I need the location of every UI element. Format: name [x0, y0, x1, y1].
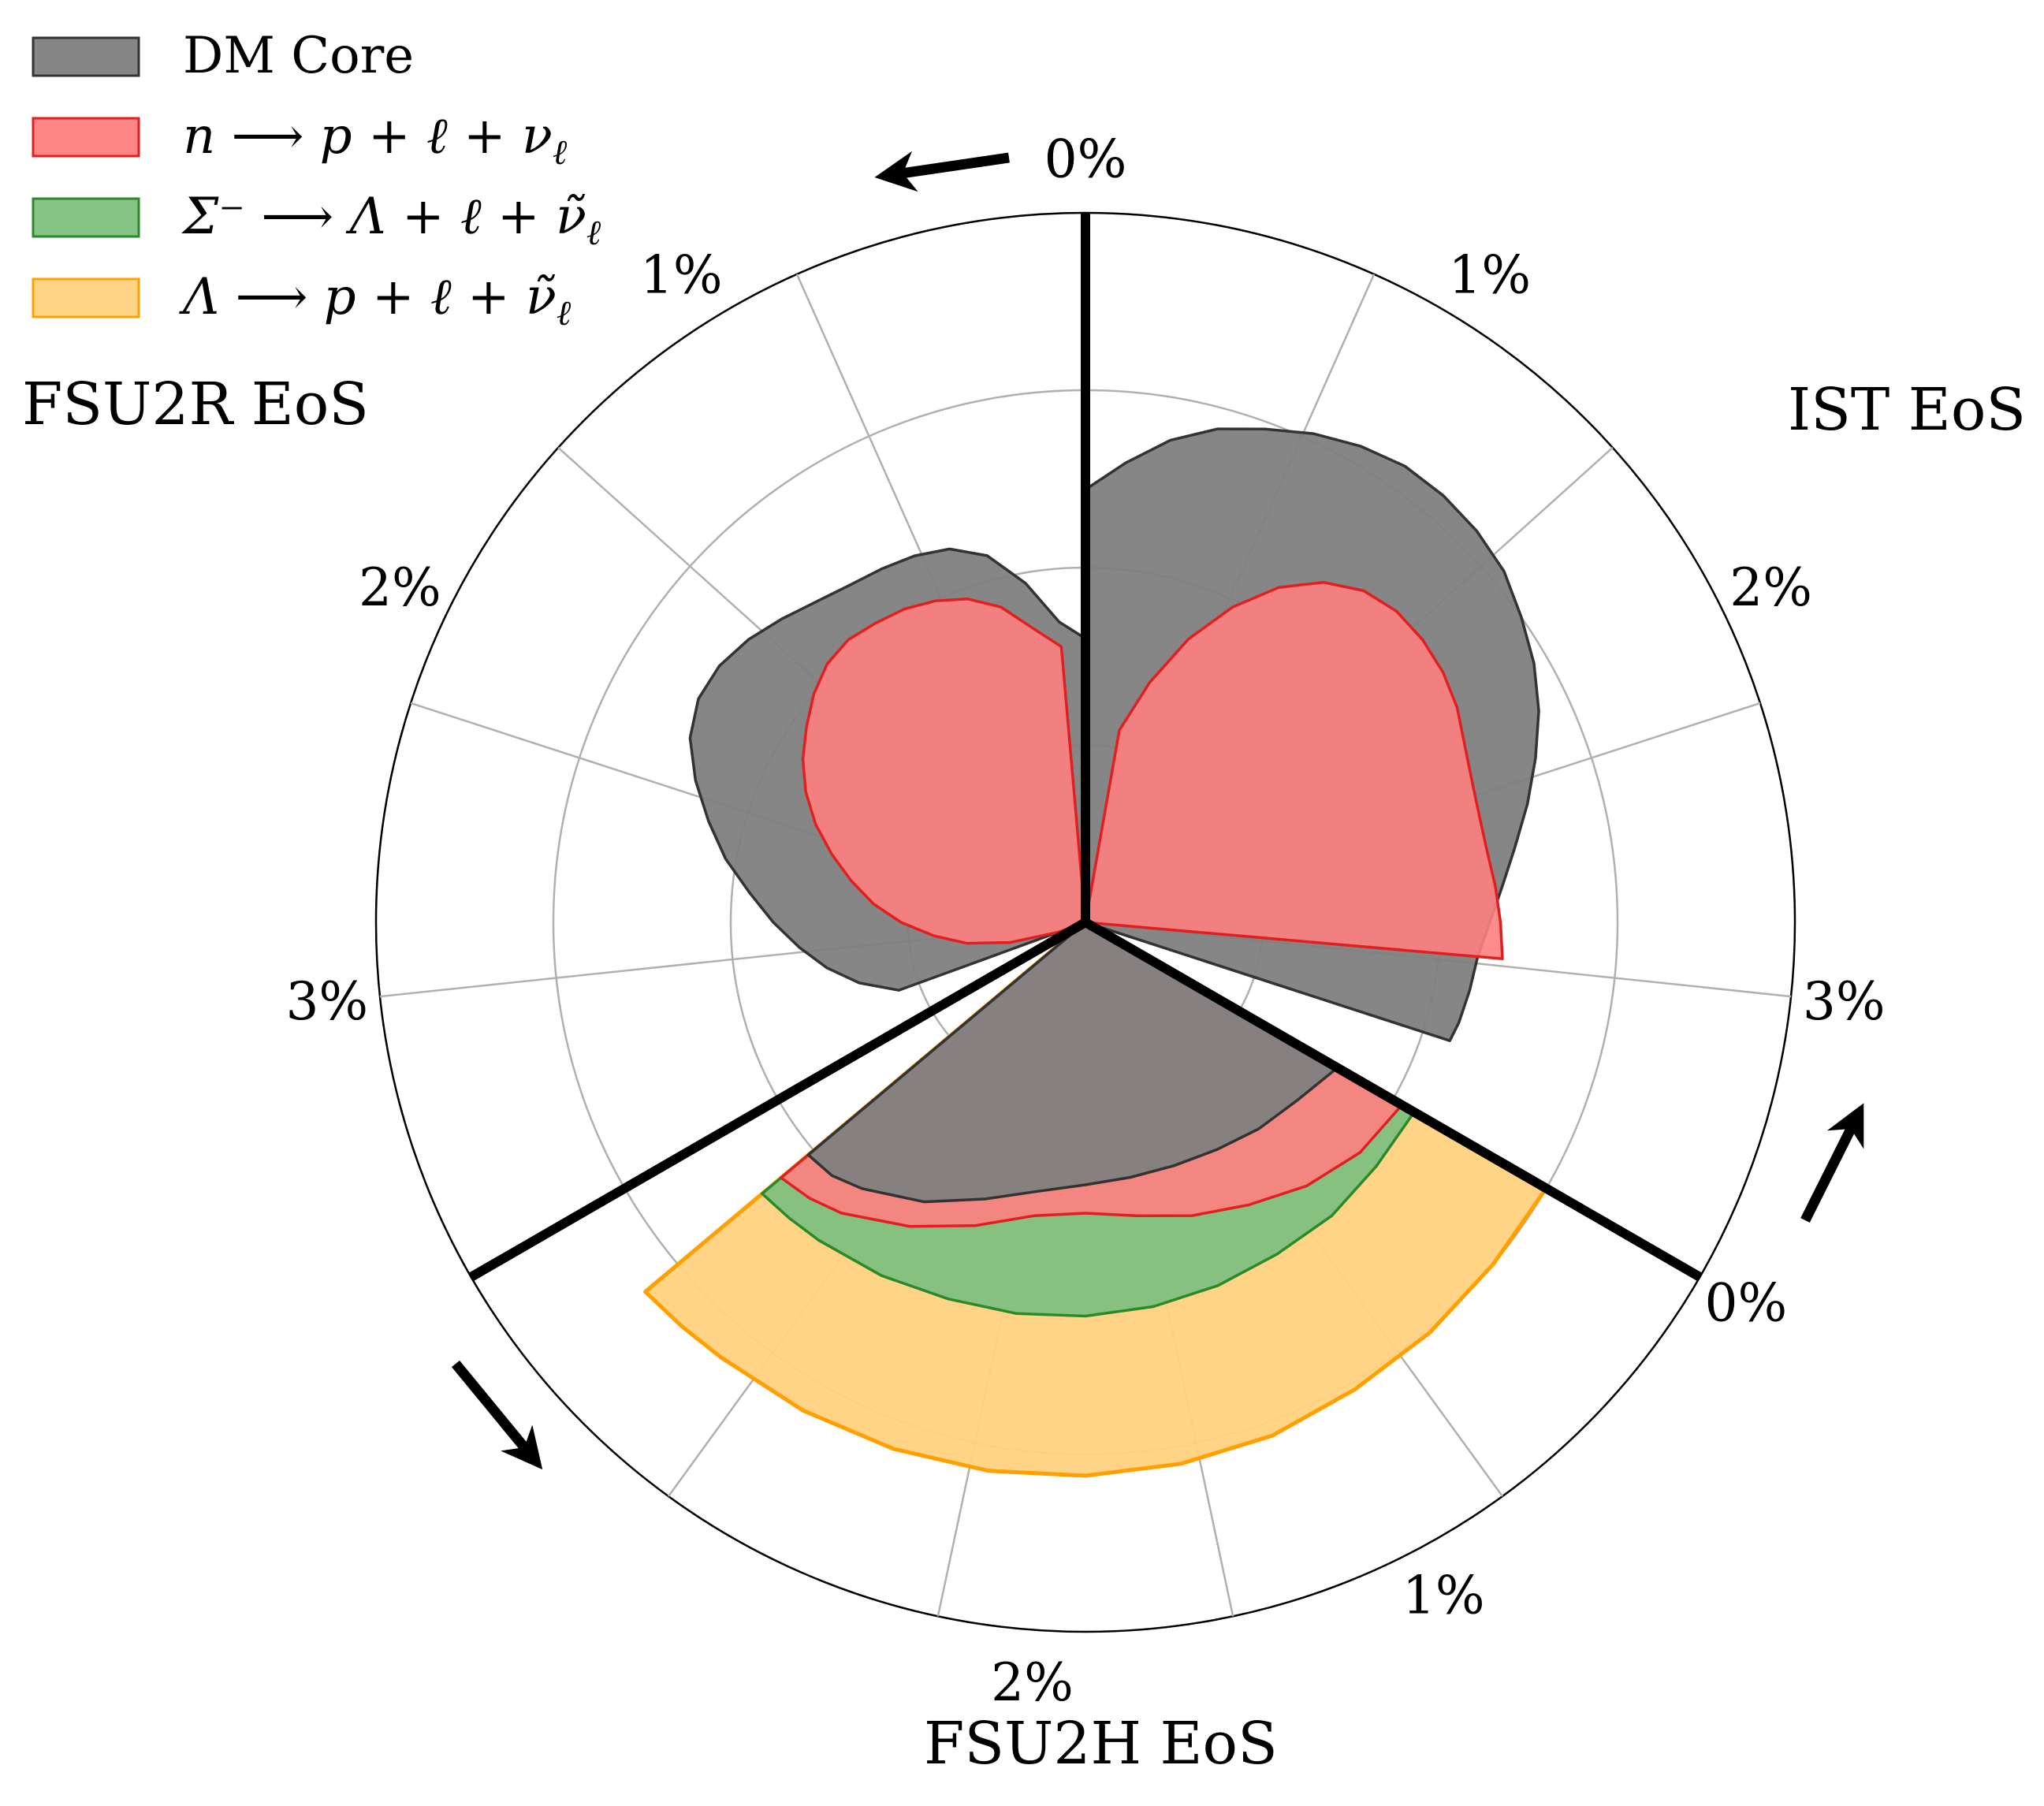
eos-label-ist: IST EoS	[1788, 376, 2026, 444]
eos-labels: IST EoS FSU2H EoS FSU2R EoS	[22, 371, 2026, 1778]
legend-swatch-dm	[32, 36, 140, 77]
legend-label-beta-n: n ⟶ p + ℓ + νℓ	[183, 107, 568, 173]
legend: DM Core n ⟶ p + ℓ + νℓ Σ⁻ ⟶ Λ + ℓ + ν̃ℓ Λ ⟶…	[32, 27, 601, 333]
series-beta-n-ist	[1084, 580, 1504, 961]
tick-labels: 0%1%2%3%0%1%2%0%1%2%3%	[285, 129, 1885, 1714]
tick-label: 3%	[1803, 971, 1886, 1032]
legend-label-beta-lambda: Λ ⟶ p + ℓ + ν̃ℓ	[179, 268, 572, 333]
tick-label: 3%	[285, 971, 368, 1032]
tick-label: 1%	[640, 245, 723, 306]
tick-label: 2%	[1729, 557, 1812, 618]
tick-label: 1%	[1402, 1565, 1485, 1625]
sector-dividers	[468, 213, 1703, 1282]
sector-divider	[468, 918, 1089, 1282]
eos-label-fsu2h: FSU2H EoS	[924, 1710, 1278, 1778]
legend-swatch-beta-n	[32, 117, 140, 158]
tick-label: 0%	[1705, 1273, 1788, 1334]
legend-label-beta-sigma: Σ⁻ ⟶ Λ + ℓ + ν̃ℓ	[181, 188, 601, 253]
series-beta-n-fsu2r	[801, 598, 1087, 945]
direction-arrow	[1800, 1103, 1864, 1223]
legend-swatch-beta-lambda	[32, 277, 140, 318]
eos-label-fsu2r: FSU2R EoS	[22, 371, 369, 438]
direction-arrow	[451, 1360, 543, 1470]
tick-label: 0%	[1044, 129, 1127, 190]
sector-divider	[1082, 918, 1703, 1282]
direction-arrow	[874, 151, 1010, 192]
series-fills	[643, 427, 1549, 1478]
direction-arrows	[451, 151, 1864, 1470]
tick-label: 0%	[1044, 129, 1127, 190]
tick-label: 2%	[991, 1652, 1074, 1713]
legend-label-dm: DM Core	[183, 27, 414, 85]
tick-label: 1%	[1448, 245, 1531, 306]
tick-label: 2%	[359, 557, 441, 618]
legend-swatch-beta-sigma	[32, 197, 140, 238]
